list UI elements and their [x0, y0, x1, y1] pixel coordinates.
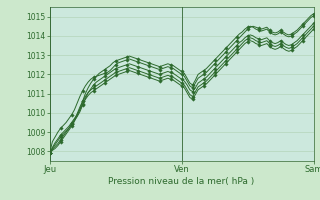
- X-axis label: Pression niveau de la mer( hPa ): Pression niveau de la mer( hPa ): [108, 177, 255, 186]
